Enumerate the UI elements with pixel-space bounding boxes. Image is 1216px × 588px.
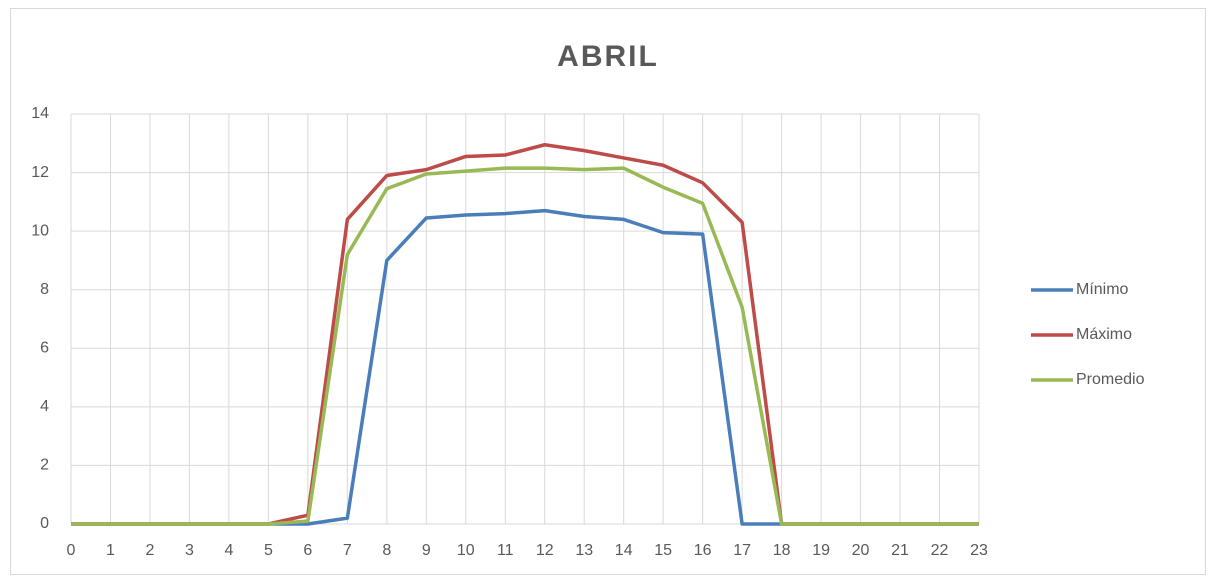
x-tick-label: 12 <box>536 542 554 559</box>
y-tick-label: 0 <box>40 515 49 532</box>
y-tick-label: 4 <box>40 398 49 415</box>
x-tick-label: 10 <box>457 542 475 559</box>
x-tick-label: 18 <box>773 542 791 559</box>
x-tick-label: 19 <box>812 542 830 559</box>
x-tick-label: 8 <box>382 542 391 559</box>
legend-label: Promedio <box>1076 371 1145 388</box>
chart-title: ABRIL <box>557 40 659 73</box>
x-tick-label: 3 <box>185 542 194 559</box>
x-tick-label: 22 <box>931 542 949 559</box>
x-tick-label: 20 <box>852 542 870 559</box>
x-tick-label: 9 <box>422 542 431 559</box>
x-tick-label: 4 <box>224 542 233 559</box>
x-tick-label: 0 <box>67 542 76 559</box>
x-tick-label: 13 <box>575 542 593 559</box>
x-tick-label: 17 <box>733 542 751 559</box>
x-tick-label: 16 <box>694 542 712 559</box>
x-tick-label: 21 <box>891 542 909 559</box>
chart-frame <box>10 8 1206 575</box>
legend-label: Máximo <box>1076 326 1132 343</box>
y-tick-label: 12 <box>31 164 49 181</box>
x-tick-label: 11 <box>497 542 514 559</box>
y-tick-label: 8 <box>40 281 49 298</box>
y-tick-label: 14 <box>31 105 49 122</box>
x-tick-label: 14 <box>615 542 633 559</box>
y-tick-label: 2 <box>40 457 49 474</box>
x-tick-label: 6 <box>303 542 312 559</box>
y-tick-label: 10 <box>31 222 49 239</box>
x-tick-label: 1 <box>106 542 115 559</box>
legend-label: Mínimo <box>1076 281 1129 298</box>
x-tick-label: 7 <box>343 542 352 559</box>
y-tick-label: 6 <box>40 340 49 357</box>
x-tick-label: 23 <box>970 542 988 559</box>
x-tick-label: 2 <box>146 542 155 559</box>
x-tick-label: 5 <box>264 542 273 559</box>
x-tick-label: 15 <box>654 542 672 559</box>
series-line <box>71 166 979 526</box>
